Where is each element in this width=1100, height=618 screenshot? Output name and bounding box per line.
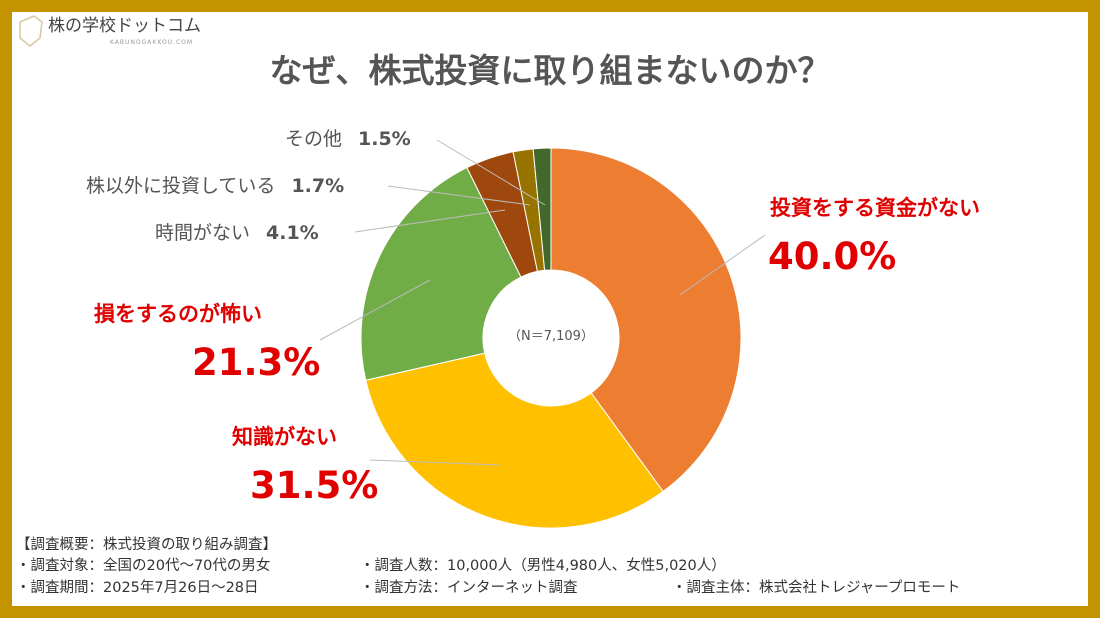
leader-line: [679, 234, 766, 296]
footer-organizer: ・調査主体：株式会社トレジャープロモート: [672, 580, 961, 596]
footer-period: ・調査期間：2025年7月26日～28日: [16, 580, 259, 596]
label-no-knowledge: 知識がない: [232, 425, 337, 449]
footer-method: ・調査方法：インターネット調査: [360, 580, 578, 596]
logo-shield-icon: [19, 15, 43, 47]
slice-5: [532, 147, 552, 271]
slice-1: [365, 352, 664, 529]
label-other: その他 1.5%: [285, 128, 411, 150]
slice-0: [550, 147, 742, 493]
slice-2: [360, 166, 522, 381]
value-no-knowledge: 31.5%: [250, 464, 379, 507]
footer-target: ・調査対象：全国の20代～70代の男女: [16, 558, 271, 574]
leader-line: [369, 459, 501, 466]
footer-heading: 【調査概要：株式投資の取り組み調査】: [16, 537, 277, 553]
leader-line: [354, 209, 506, 233]
chart-title: なぜ、株式投資に取り組まないのか？: [269, 51, 831, 90]
sample-size-label: （N＝7,109）: [508, 329, 594, 344]
leader-line: [436, 139, 546, 206]
value-no-funds: 40.0%: [768, 235, 897, 278]
logo-subtitle: KABUNOGAKKOU.COM: [110, 39, 194, 46]
label-fear-of-loss: 損をするのが怖い: [94, 302, 262, 326]
label-other-investment: 株以外に投資している 1.7%: [86, 175, 345, 197]
logo: 株の学校ドットコム: [48, 16, 201, 36]
leader-line: [319, 279, 431, 341]
leader-line: [387, 185, 531, 206]
label-no-funds: 投資をする資金がない: [770, 196, 980, 220]
label-no-time: 時間がない 4.1%: [155, 222, 319, 244]
footer-count: ・調査人数：10,000人（男性4,980人、女性5,020人）: [360, 558, 726, 574]
value-fear-of-loss: 21.3%: [192, 341, 321, 384]
